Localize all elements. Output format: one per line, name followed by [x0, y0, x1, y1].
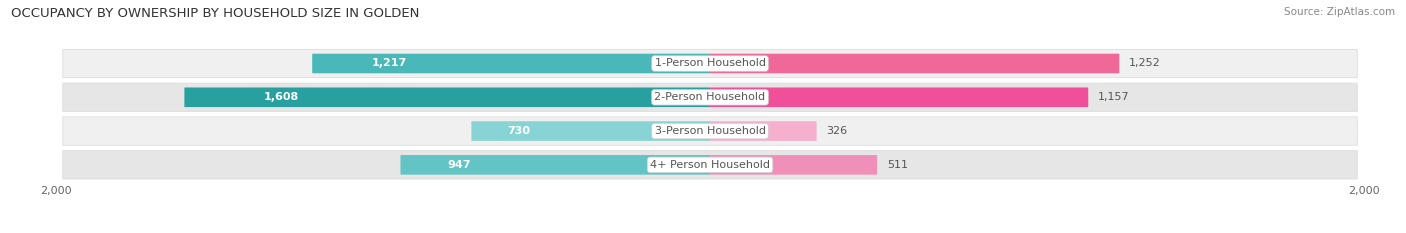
FancyBboxPatch shape	[63, 117, 1357, 145]
Text: 730: 730	[508, 126, 530, 136]
Text: 1,217: 1,217	[371, 58, 408, 69]
Text: 1-Person Household: 1-Person Household	[655, 58, 765, 69]
FancyBboxPatch shape	[63, 151, 1357, 179]
FancyBboxPatch shape	[710, 121, 817, 141]
Text: 2-Person Household: 2-Person Household	[654, 92, 766, 102]
Text: 3-Person Household: 3-Person Household	[655, 126, 765, 136]
Text: 947: 947	[447, 160, 471, 170]
FancyBboxPatch shape	[710, 87, 1088, 107]
FancyBboxPatch shape	[63, 49, 1357, 78]
FancyBboxPatch shape	[471, 121, 710, 141]
Text: 1,157: 1,157	[1098, 92, 1129, 102]
Text: 326: 326	[827, 126, 848, 136]
FancyBboxPatch shape	[401, 155, 710, 175]
FancyBboxPatch shape	[710, 155, 877, 175]
FancyBboxPatch shape	[710, 54, 1119, 73]
Text: Source: ZipAtlas.com: Source: ZipAtlas.com	[1284, 7, 1395, 17]
Text: 1,608: 1,608	[263, 92, 298, 102]
FancyBboxPatch shape	[63, 83, 1357, 111]
FancyBboxPatch shape	[312, 54, 710, 73]
FancyBboxPatch shape	[184, 87, 710, 107]
Text: OCCUPANCY BY OWNERSHIP BY HOUSEHOLD SIZE IN GOLDEN: OCCUPANCY BY OWNERSHIP BY HOUSEHOLD SIZE…	[11, 7, 419, 20]
Text: 1,252: 1,252	[1129, 58, 1161, 69]
Text: 4+ Person Household: 4+ Person Household	[650, 160, 770, 170]
Text: 511: 511	[887, 160, 908, 170]
